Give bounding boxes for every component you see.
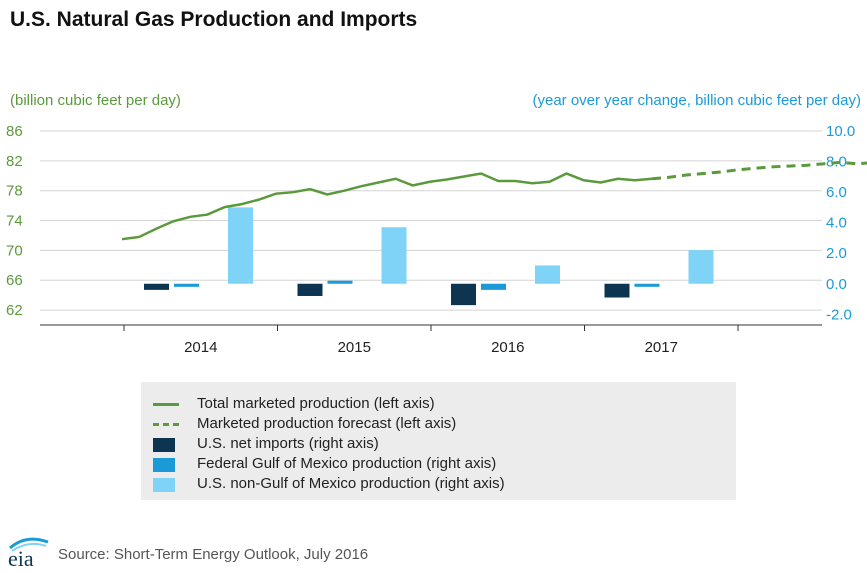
series-line-production-forecast xyxy=(651,160,867,181)
bar xyxy=(297,283,323,296)
legend-label: Federal Gulf of Mexico production (right… xyxy=(197,455,497,472)
bar xyxy=(381,227,407,284)
left-axis-unit-label: (billion cubic feet per day) xyxy=(10,92,181,109)
legend-swatch-non-gulf xyxy=(153,478,175,492)
legend-label: U.S. non-Gulf of Mexico production (righ… xyxy=(197,475,505,492)
bar xyxy=(144,283,169,290)
x-axis-tick-label: 2016 xyxy=(491,339,524,356)
eia-logo: eia xyxy=(8,537,49,570)
x-axis-tick-label: 2014 xyxy=(184,339,217,356)
chart-title: U.S. Natural Gas Production and Imports xyxy=(10,8,418,31)
legend-swatch-dashed-line xyxy=(153,423,179,426)
legend-label: Marketed production forecast (left axis) xyxy=(197,415,457,432)
left-axis-tick-label: 74 xyxy=(6,213,23,230)
right-axis-tick-label: 0.0 xyxy=(826,276,847,293)
right-axis-tick-label: -2.0 xyxy=(826,306,852,323)
legend-label: U.S. net imports (right axis) xyxy=(197,435,379,452)
x-axis-tick-label: 2015 xyxy=(338,339,371,356)
left-axis-tick-label: 82 xyxy=(6,153,23,170)
bar xyxy=(634,283,660,287)
bar xyxy=(228,207,253,284)
right-axis-tick-label: 10.0 xyxy=(826,123,855,140)
right-axis-tick-label: 2.0 xyxy=(826,245,847,262)
source-note: Source: Short-Term Energy Outlook, July … xyxy=(58,546,369,563)
logo-text: eia xyxy=(8,546,34,570)
right-axis-tick-label: 6.0 xyxy=(826,184,847,201)
left-axis-tick-label: 78 xyxy=(6,183,23,200)
bar xyxy=(327,280,353,284)
left-axis-tick-label: 66 xyxy=(6,272,23,289)
right-axis-unit-label: (year over year change, billion cubic fe… xyxy=(532,92,861,109)
bar xyxy=(688,250,714,284)
series-line-total-production xyxy=(121,172,653,241)
bar xyxy=(481,283,506,290)
bar xyxy=(604,283,630,298)
left-axis-tick-label: 70 xyxy=(6,242,23,259)
legend-swatch-solid-line xyxy=(153,403,179,406)
chart-legend: Total marketed production (left axis) Ma… xyxy=(141,382,736,500)
legend-swatch-net-imports xyxy=(153,438,175,452)
bar xyxy=(535,265,560,284)
legend-label: Total marketed production (left axis) xyxy=(197,395,435,412)
x-axis-tick-label: 2017 xyxy=(645,339,678,356)
bar xyxy=(174,283,199,287)
left-axis-tick-label: 62 xyxy=(6,302,23,319)
left-axis-tick-label: 86 xyxy=(6,123,23,140)
right-axis-tick-label: 4.0 xyxy=(826,215,847,232)
legend-swatch-federal-gulf xyxy=(153,458,175,472)
bar xyxy=(451,283,476,306)
chart-plot: 62667074788286-2.00.02.04.06.08.010.0201… xyxy=(6,123,867,356)
